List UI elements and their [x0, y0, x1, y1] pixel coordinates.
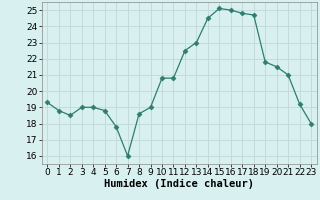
X-axis label: Humidex (Indice chaleur): Humidex (Indice chaleur)	[104, 179, 254, 189]
